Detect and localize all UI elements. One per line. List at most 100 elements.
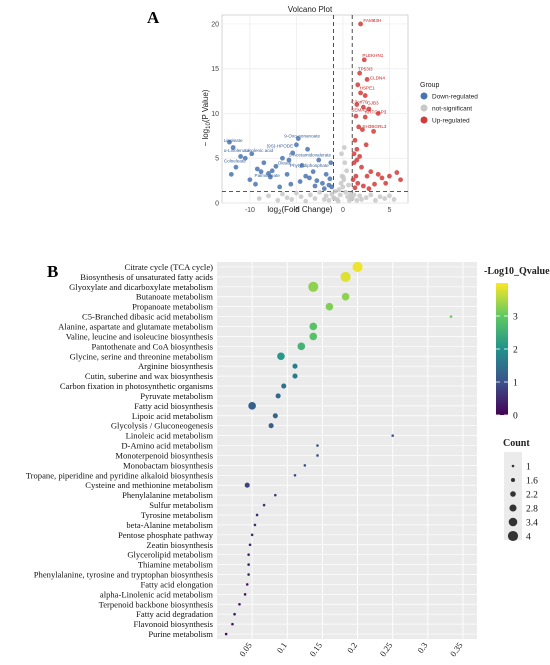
qvalue-legend-title: -Log10_Qvalue: [484, 266, 550, 277]
bubble-point: [243, 593, 247, 596]
count-legend-dot: [510, 477, 516, 483]
bubble-category-label: Fatty acid biosynthesis: [134, 401, 213, 411]
bubble-category-label: Alanine, aspartate and glutamate metabol…: [58, 321, 213, 331]
count-legend-dot: [511, 464, 515, 468]
bubble-point: [391, 434, 394, 437]
bubble-point: [231, 622, 234, 626]
volcano-point-down: [316, 157, 322, 163]
volcano-point-down: [323, 171, 329, 177]
volcano-y-tick-label: 5: [215, 156, 219, 163]
bubble-point: [238, 602, 241, 606]
volcano-point-down: [228, 171, 234, 177]
volcano-point-down: [312, 183, 318, 189]
volcano-point-ns: [275, 197, 281, 203]
count-legend-label: 2.8: [526, 505, 538, 515]
volcano-annotation: CLDN4: [370, 75, 386, 80]
volcano-annotation: Phytyl diphosphate: [290, 163, 329, 168]
bubble-category-label: Phenylalanine metabolism: [122, 490, 213, 500]
bubble-category-label: Purine metabolism: [148, 629, 213, 639]
volcano-point-ns: [363, 195, 369, 201]
volcano-point-up: [353, 173, 359, 179]
bubble-category-label: Monobactam biosynthesis: [123, 460, 214, 470]
volcano-point-ns: [340, 184, 346, 190]
colorbar-tick-label: 1: [513, 379, 518, 389]
bubble-category-label: Cysteine and methionine metabolism: [85, 480, 213, 490]
bubble-x-tick-label: 0.1: [275, 640, 289, 654]
count-legend-dot: [508, 517, 518, 527]
bubble-x-tick-label: 0.25: [378, 640, 395, 658]
volcano-point-up: [366, 186, 372, 192]
legend-swatch-ns: [420, 104, 428, 112]
count-legend-label: 1: [526, 463, 531, 473]
count-legend-label: 3.4: [526, 519, 538, 529]
volcano-point-ns: [344, 168, 350, 174]
volcano-point-up: [359, 164, 364, 170]
volcano-point-ns: [339, 151, 344, 157]
bubble-category-label: Tropane, piperidine and pyridine alkaloi…: [26, 470, 214, 480]
volcano-point-down: [310, 169, 316, 175]
volcano-point-up: [375, 171, 381, 177]
volcano-point-down: [327, 176, 333, 182]
volcano-point-ns: [346, 182, 351, 188]
volcano-point-ns: [294, 190, 299, 196]
volcano-legend-title: Group: [420, 82, 440, 89]
bubble-category-label: Pentose phosphate pathway: [118, 530, 214, 540]
legend-label-up: Up-regulated: [432, 118, 470, 125]
volcano-points: [227, 21, 403, 204]
bubble-category-label: Citrate cycle (TCA cycle): [124, 262, 213, 272]
bubble-point: [303, 464, 307, 467]
volcano-point-ns: [377, 194, 383, 200]
volcano-x-tick-label: 5: [387, 207, 391, 214]
volcano-point-ns: [382, 196, 388, 201]
bubble-point: [262, 503, 266, 507]
volcano-point-ns: [348, 195, 354, 201]
volcano-point-up: [368, 169, 374, 175]
volcano-point-down: [307, 175, 312, 181]
count-legend-dot: [510, 491, 516, 497]
volcano-point-up: [358, 21, 363, 27]
volcano-point-up: [375, 111, 381, 116]
volcano-point-down: [227, 139, 232, 145]
bubble-point: [268, 423, 274, 429]
volcano-point-up: [354, 102, 360, 107]
volcano-annotation: PLEKHN1: [362, 53, 383, 58]
volcano-point-down: [266, 171, 271, 176]
legend-swatch-down: [420, 92, 428, 100]
bubble-point: [247, 563, 250, 566]
bubble-points: [224, 261, 453, 636]
bubble-x-tick-label: 0.3: [415, 640, 429, 654]
bubble-point: [293, 474, 297, 477]
volcano-point-down: [258, 169, 264, 175]
volcano-point-up: [387, 173, 392, 179]
bubble-category-label: Sulfur metabolism: [149, 500, 213, 510]
bubble-category-label: Fatty acid degradation: [136, 609, 214, 619]
volcano-point-down: [269, 168, 275, 174]
volcano-point-ns: [387, 193, 392, 199]
volcano-annotation: (9S)-HPODE: [267, 143, 294, 148]
volcano-point-ns: [266, 193, 271, 199]
volcano-point-up: [360, 183, 366, 189]
bubble-x-ticks: 0.05 0.1 0.15 0.2 0.25 0.3 0.35: [237, 640, 465, 658]
colorbar-tick-label: 2: [513, 346, 518, 356]
volcano-point-up: [372, 181, 377, 187]
volcano-x-label: log2(Fold Change): [267, 205, 333, 216]
volcano-annotation: C3orf70: [351, 100, 368, 105]
volcano-point-down: [253, 181, 258, 187]
volcano-annotation: Linoleate: [224, 138, 243, 143]
bubble-category-labels: Citrate cycle (TCA cycle)Biosynthesis of…: [26, 262, 214, 639]
volcano-point-up: [363, 142, 369, 148]
volcano-point-down: [288, 181, 294, 187]
bubble-point: [224, 632, 228, 636]
volcano-point-down: [230, 145, 236, 150]
bubble-point: [277, 352, 285, 361]
volcano-annotation: HSPE1: [360, 85, 376, 90]
volcano-annotation: SH3BGRL3: [362, 124, 386, 129]
volcano-point-down: [305, 146, 310, 152]
volcano-point-up: [394, 170, 400, 175]
bubble-point: [244, 482, 250, 488]
bubble-point: [316, 444, 319, 447]
bubble-category-label: beta-Alanine metabolism: [126, 520, 213, 530]
bubble-point: [274, 493, 277, 497]
bubble-category-label: Phenylalanine, tyrosine and tryptophan b…: [34, 570, 214, 580]
volcano-point-up: [353, 113, 359, 119]
